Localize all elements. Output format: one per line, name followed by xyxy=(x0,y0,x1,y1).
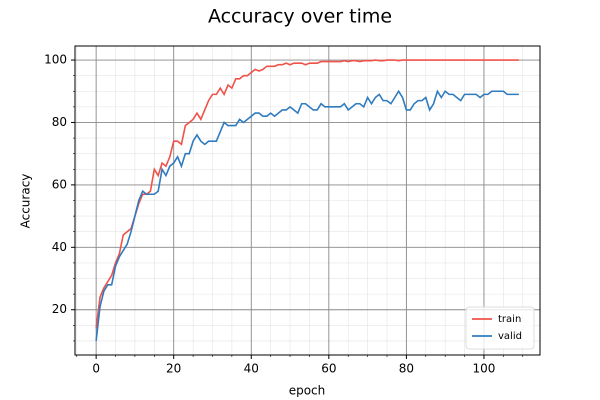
x-tick-label: 20 xyxy=(166,362,181,376)
line-series xyxy=(95,89,519,342)
x-axis-label: epoch xyxy=(289,384,326,398)
y-axis-label: Accuracy xyxy=(19,174,33,229)
x-tick-label: 0 xyxy=(92,362,100,376)
x-tick-label: 40 xyxy=(244,362,259,376)
y-tick-label: 20 xyxy=(52,302,67,316)
legend-box xyxy=(465,306,535,350)
x-tick-label: 80 xyxy=(399,362,414,376)
plot-frame xyxy=(74,45,541,356)
legend-label: train xyxy=(498,314,521,325)
y-tick-label: 60 xyxy=(52,177,67,191)
chart-title: Accuracy over time xyxy=(208,6,392,28)
y-tick-label: 100 xyxy=(44,53,67,67)
legend-label: valid xyxy=(498,331,522,342)
y-tick-label: 80 xyxy=(52,115,67,129)
x-tick-label: 60 xyxy=(321,362,336,376)
line-series xyxy=(95,59,519,329)
legend: train valid xyxy=(465,306,535,350)
y-tick-label: 40 xyxy=(52,240,67,254)
x-tick-label: 100 xyxy=(473,362,496,376)
